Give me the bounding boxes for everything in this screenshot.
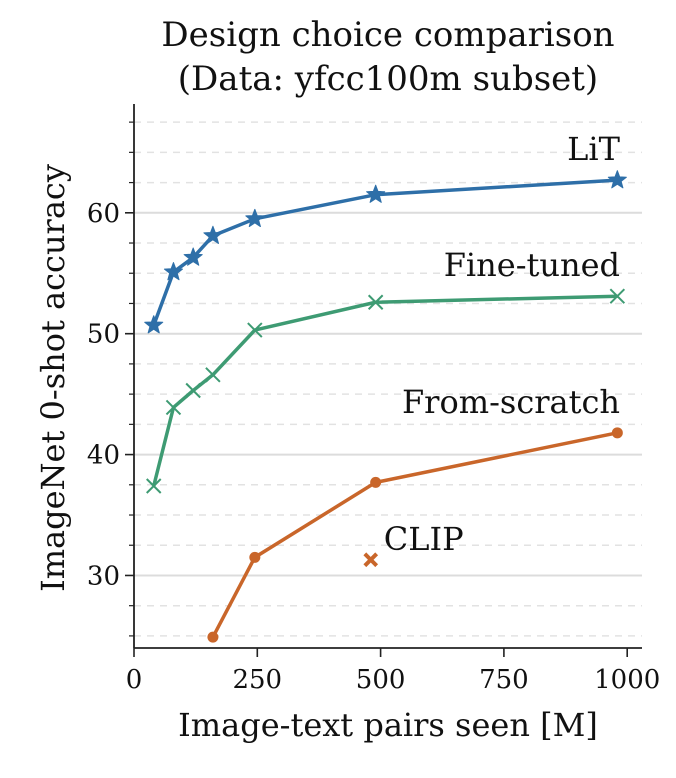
x-tick-label: 0 (126, 665, 143, 695)
data-point-circle (370, 476, 382, 488)
chart-title-line-2: (Data: yfcc100m subset) (178, 59, 598, 99)
data-point-circle (207, 631, 219, 643)
series-label: Fine-tuned (444, 246, 620, 284)
series-from-scratch: From-scratch (207, 383, 623, 643)
data-point-star (366, 184, 386, 203)
data-point-circle (611, 427, 623, 439)
points-layer: CLIP (363, 520, 464, 568)
y-tick-label: 30 (87, 561, 120, 591)
data-point-star (163, 262, 183, 281)
data-point-x (205, 367, 221, 383)
point-label: CLIP (384, 520, 464, 558)
series-fine-tuned: Fine-tuned (146, 246, 626, 494)
point-clip: CLIP (363, 520, 464, 568)
x-tick-label: 750 (479, 665, 529, 695)
data-point-x (367, 294, 384, 310)
data-point-x (185, 382, 201, 399)
series-label: From-scratch (402, 383, 620, 421)
series-line (211, 431, 618, 638)
data-point-x (609, 288, 626, 304)
y-tick-label: 60 (87, 199, 120, 229)
data-point-x (165, 399, 182, 416)
grid-layer (134, 121, 642, 637)
data-point-x (146, 478, 162, 494)
data-point-star (203, 225, 223, 244)
chart-title-line-1: Design choice comparison (161, 15, 614, 55)
y-tick-label: 40 (87, 441, 120, 471)
x-tick-label: 500 (356, 665, 406, 695)
series-layer: LiT Fine-tuned From-scratch (144, 130, 627, 643)
y-tick-label: 50 (87, 320, 120, 350)
series-label: LiT (567, 130, 620, 168)
data-point-star (245, 208, 265, 228)
data-point-x (247, 322, 263, 338)
data-point-circle (249, 551, 261, 563)
data-point-star (144, 315, 164, 334)
data-point-star (183, 247, 203, 266)
x-tick-label: 250 (232, 665, 282, 695)
data-point-filled-x (363, 552, 379, 568)
data-point-star (607, 170, 627, 189)
axes-layer: 30 40 50 60 0 250 500 750 1000 (87, 104, 660, 695)
x-axis-label: Image-text pairs seen [M] (178, 706, 598, 744)
series-lit: LiT (144, 130, 627, 334)
x-tick-label: 1000 (594, 665, 660, 695)
y-axis-label: ImageNet 0-shot accuracy (34, 164, 72, 592)
